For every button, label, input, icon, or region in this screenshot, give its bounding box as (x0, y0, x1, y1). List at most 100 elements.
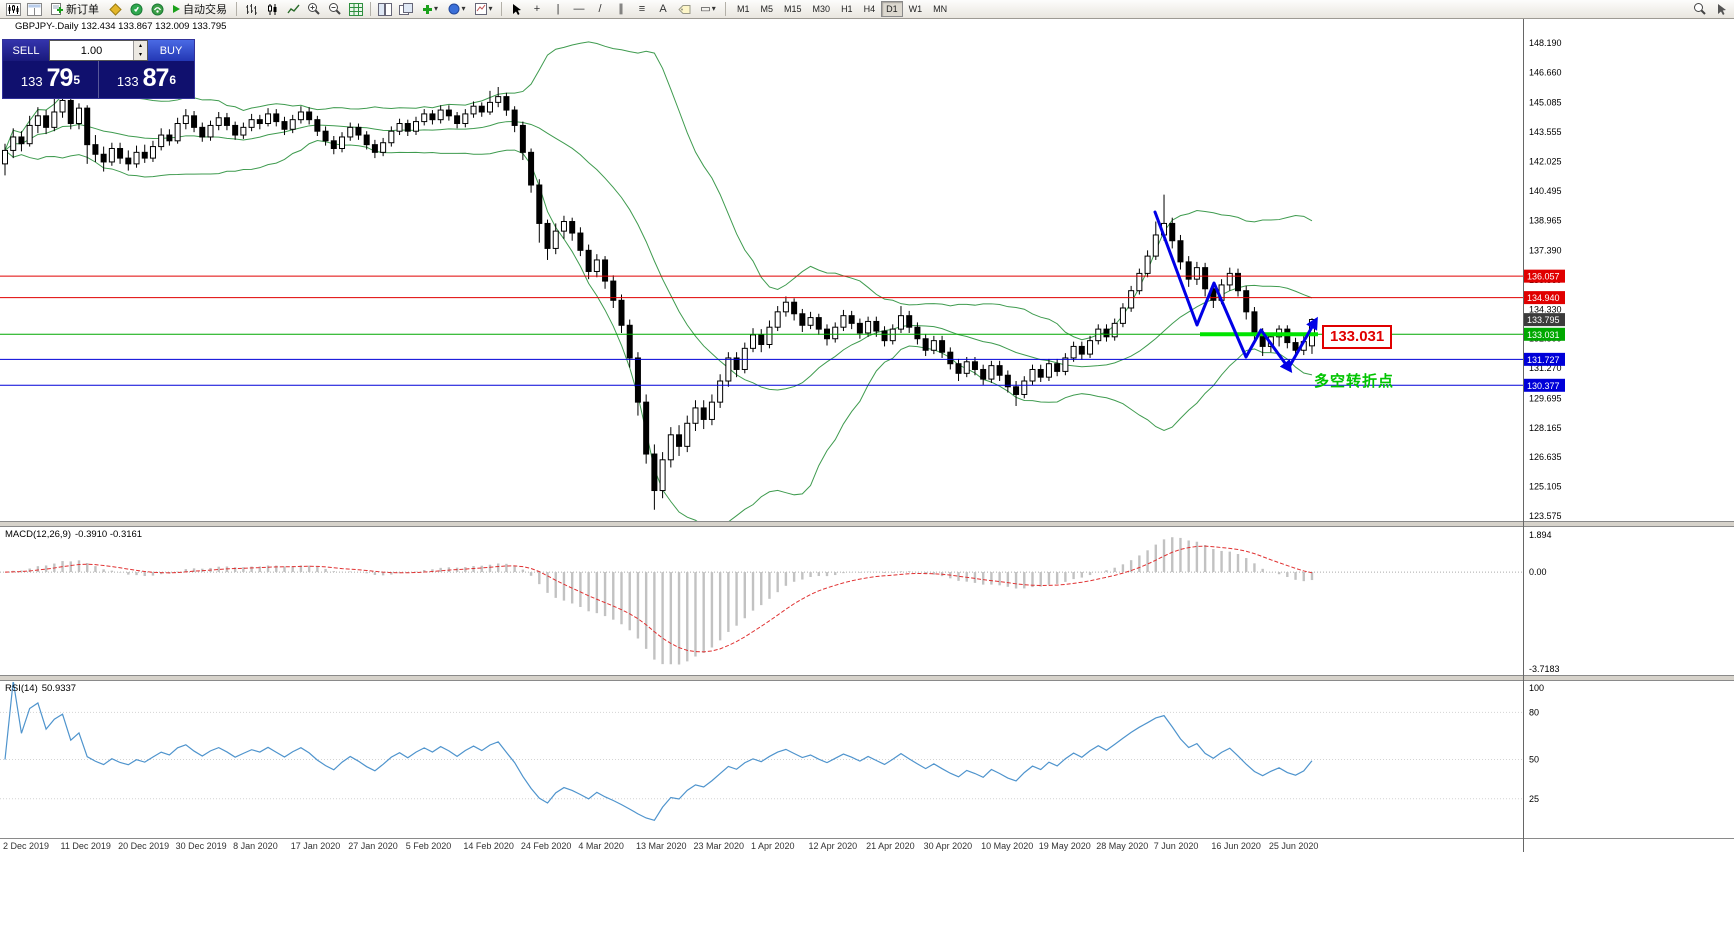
buy-button[interactable]: BUY (148, 40, 194, 61)
candlestick-chart-type-icon[interactable] (262, 1, 282, 18)
fibonacci-tool-icon[interactable]: ≡ (638, 2, 646, 15)
svg-text:128.165: 128.165 (1529, 423, 1562, 433)
text-tool-icon[interactable]: A (659, 2, 667, 15)
panel-background (0, 19, 1734, 933)
grid-windows-icon[interactable] (346, 1, 366, 18)
up-trend-arrow[interactable] (1286, 316, 1318, 371)
svg-text:148.190: 148.190 (1529, 38, 1562, 48)
svg-text:80: 80 (1529, 707, 1539, 717)
market-icon[interactable] (126, 1, 146, 18)
timeframe-d1[interactable]: D1 (881, 1, 903, 17)
svg-text:23 Mar 2020: 23 Mar 2020 (693, 841, 744, 851)
zoom-out-icon[interactable] (325, 1, 345, 18)
price-annotation[interactable]: 133.031 (1322, 325, 1393, 349)
rsi-value: 50.9337 (41, 683, 77, 694)
indicators-icon[interactable]: ▾ (417, 1, 443, 18)
svg-text:20 Dec 2019: 20 Dec 2019 (118, 841, 169, 851)
cascade-windows-icon[interactable] (396, 1, 416, 18)
timeframe-h1[interactable]: H1 (836, 1, 858, 17)
macd-indicator-label: MACD(12,26,9) -0.3910 -0.3161 (5, 529, 146, 540)
svg-text:134.330: 134.330 (1529, 304, 1562, 314)
channel-tool-icon[interactable]: ∥ (618, 2, 624, 15)
svg-text:126.635: 126.635 (1529, 452, 1562, 462)
timeframe-w1[interactable]: W1 (904, 1, 928, 17)
toolbar-separator (725, 2, 726, 16)
search-icon[interactable] (1690, 1, 1710, 18)
sell-price-display[interactable]: 133 79 5 (3, 61, 98, 98)
vertical-line-tool-icon[interactable]: | (556, 2, 560, 15)
crosshair-tool-icon[interactable]: + (533, 2, 541, 15)
zoom-in-icon[interactable] (304, 1, 324, 18)
svg-text:133.031: 133.031 (1527, 330, 1560, 340)
svg-text:27 Jan 2020: 27 Jan 2020 (348, 841, 398, 851)
volume-field: ▴ ▾ (49, 40, 148, 61)
rsi-title: RSI(14) (5, 683, 38, 694)
one-click-trading-panel: SELL ▴ ▾ BUY 133 79 5 133 87 6 (2, 39, 195, 99)
price-tag[interactable]: 136.057 (1524, 269, 1565, 283)
trendline-tool-icon[interactable]: / (598, 2, 602, 15)
price-tag[interactable]: 133.031 (1524, 327, 1565, 341)
timeframe-m1[interactable]: M1 (732, 1, 755, 17)
chart-symbol-info: GBPJPY-.Daily 132.434 133.867 132.009 13… (15, 21, 227, 32)
volume-down-button[interactable]: ▾ (134, 50, 147, 60)
svg-text:140.495: 140.495 (1529, 186, 1562, 196)
sell-button[interactable]: SELL (3, 40, 49, 61)
turning-point-note[interactable]: 多空转折点 (1314, 373, 1395, 390)
svg-text:143.555: 143.555 (1529, 127, 1562, 137)
svg-text:16 Jun 2020: 16 Jun 2020 (1211, 841, 1261, 851)
svg-text:130.377: 130.377 (1527, 381, 1560, 391)
panel-splitter[interactable] (0, 521, 1734, 527)
timeframe-m5[interactable]: M5 (756, 1, 779, 17)
volume-up-button[interactable]: ▴ (134, 41, 147, 51)
price-tag[interactable]: 130.377 (1524, 378, 1565, 392)
timeframe-group: M1 M5 M15 M30 H1 H4 D1 W1 MN (732, 1, 952, 17)
svg-text:5 Feb 2020: 5 Feb 2020 (406, 841, 452, 851)
expert-advisors-icon[interactable] (105, 1, 125, 18)
cursor-tool-icon[interactable] (506, 1, 526, 18)
svg-text:50: 50 (1529, 755, 1539, 765)
svg-text:142.025: 142.025 (1529, 156, 1562, 166)
price-tag[interactable]: 131.727 (1524, 352, 1565, 366)
price-tag[interactable]: 133.795 (1524, 313, 1565, 327)
objects-icon[interactable]: ▾ (444, 1, 470, 18)
sell-price-sup: 5 (73, 73, 81, 87)
svg-text:13 Mar 2020: 13 Mar 2020 (636, 841, 687, 851)
toolbar-separator (370, 2, 371, 16)
sell-price-big: 79 (46, 64, 74, 92)
timeframe-m30[interactable]: M30 (808, 1, 836, 17)
panel-splitter[interactable] (0, 675, 1734, 681)
volume-input[interactable] (50, 41, 133, 60)
svg-text:133.795: 133.795 (1527, 315, 1560, 325)
svg-text:134.940: 134.940 (1527, 293, 1560, 303)
templates-icon[interactable]: ▾ (471, 1, 497, 18)
signals-icon[interactable] (147, 1, 167, 18)
svg-text:145.085: 145.085 (1529, 98, 1562, 108)
bar-chart-type-icon[interactable] (241, 1, 261, 18)
toolbar-separator (501, 2, 502, 16)
tile-windows-icon[interactable] (375, 1, 395, 18)
new-order-button[interactable]: 新订单 (45, 1, 104, 18)
chart-window-icon[interactable] (3, 1, 23, 18)
buy-price-big: 87 (142, 64, 170, 92)
line-chart-type-icon[interactable] (283, 1, 303, 18)
label-tool-icon[interactable] (674, 1, 694, 18)
sell-price-prefix: 133 (20, 74, 43, 89)
svg-text:17 Jan 2020: 17 Jan 2020 (291, 841, 341, 851)
svg-text:25: 25 (1529, 794, 1539, 804)
buy-price-display[interactable]: 133 87 6 (98, 61, 194, 98)
shapes-tool-icon[interactable]: ▭ ▾ (700, 2, 716, 15)
timeframe-m15[interactable]: M15 (779, 1, 807, 17)
svg-text:129.695: 129.695 (1529, 393, 1562, 403)
svg-text:100: 100 (1529, 683, 1544, 693)
pointer-icon[interactable] (1711, 1, 1731, 18)
timeframe-mn[interactable]: MN (928, 1, 952, 17)
auto-trading-button[interactable]: 自动交易 (168, 1, 232, 18)
trend-zigzag-arrow[interactable] (1153, 210, 1293, 374)
macd-values: -0.3910 -0.3161 (75, 529, 143, 540)
timeframe-h4[interactable]: H4 (859, 1, 881, 17)
price-tag[interactable]: 134.940 (1524, 291, 1565, 305)
profiles-icon[interactable] (24, 1, 44, 18)
horizontal-line-tool-icon[interactable]: — (573, 2, 585, 15)
